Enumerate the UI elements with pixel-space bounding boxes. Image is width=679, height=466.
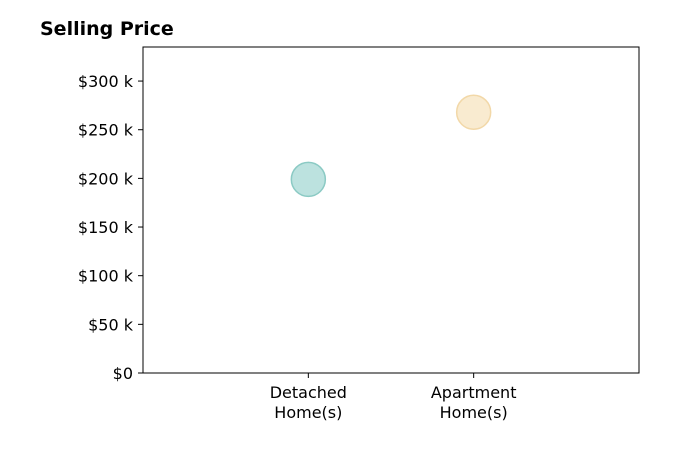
y-tick-label: $100 k bbox=[78, 267, 134, 286]
x-tick-label: Detached Home(s) bbox=[270, 383, 347, 422]
x-tick-label: Apartment Home(s) bbox=[431, 383, 517, 422]
y-axis: $0 $50 k $100 k $150 k $200 k $250 k $300 k bbox=[78, 72, 143, 383]
data-point bbox=[455, 94, 492, 130]
data-points bbox=[290, 94, 492, 198]
y-tick-label: $150 k bbox=[78, 218, 134, 237]
y-tick-label: $200 k bbox=[78, 169, 134, 188]
y-tick-label: $250 k bbox=[78, 121, 134, 140]
data-point bbox=[290, 161, 327, 198]
plot-area bbox=[142, 46, 640, 374]
y-tick-label: $50 k bbox=[88, 315, 134, 334]
y-tick-label: $300 k bbox=[78, 72, 134, 91]
x-axis: Detached Home(s) Apartment Home(s) bbox=[270, 373, 517, 422]
chart-title: Selling Price bbox=[40, 18, 174, 40]
y-tick-label: $0 bbox=[113, 364, 133, 383]
plot-frame bbox=[142, 46, 640, 374]
